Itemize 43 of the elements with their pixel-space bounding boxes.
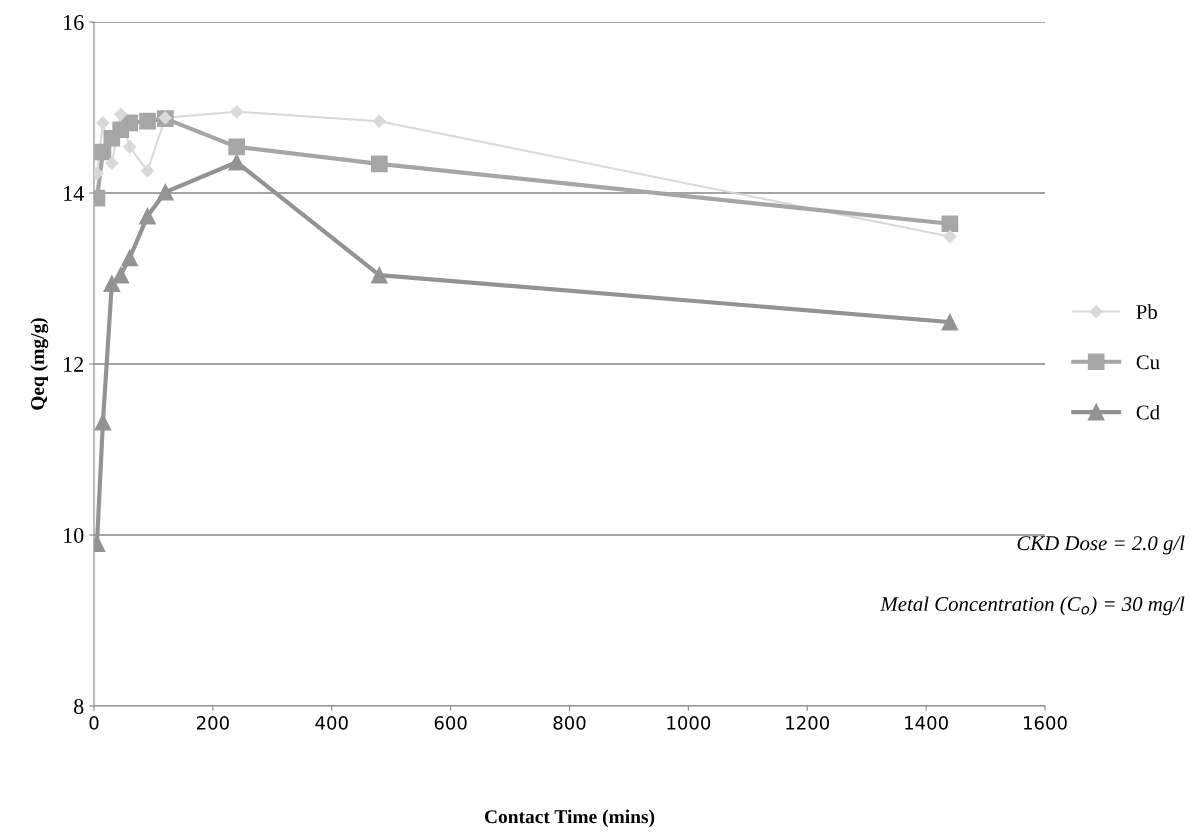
point	[121, 114, 138, 132]
point	[121, 249, 138, 267]
point	[139, 207, 156, 225]
point	[94, 413, 112, 431]
point	[103, 275, 121, 292]
point	[139, 112, 156, 130]
point	[228, 153, 245, 171]
point	[941, 215, 959, 233]
y-tick-label: 12	[64, 356, 84, 372]
point	[96, 116, 110, 130]
point	[105, 156, 119, 170]
x-tick-label: 1400	[905, 716, 948, 730]
point	[941, 313, 959, 331]
x-tick-label: 400	[315, 716, 348, 730]
point	[156, 183, 174, 201]
y-tick-label: 16	[64, 14, 84, 30]
point	[114, 107, 128, 121]
x-tick-label: 1200	[786, 716, 830, 730]
annotation: CKD Dose = 2.0 g/l	[1017, 535, 1185, 555]
point	[372, 114, 386, 128]
y-tick-label: 14	[64, 186, 84, 201]
x-axis-title: Contact Time (mins)	[484, 809, 655, 828]
x-tick-label: 800	[553, 716, 586, 730]
x-tick-label: 600	[434, 716, 467, 730]
point	[123, 140, 137, 154]
x-tick-label: 1000	[667, 716, 711, 730]
annotation: Metal Concentration (C$_{o}$) = 30 mg/l	[880, 596, 1185, 616]
legend-label: Pb	[1136, 304, 1157, 320]
point	[228, 138, 245, 156]
point	[112, 266, 130, 284]
point	[230, 105, 244, 119]
x-tick-label: 200	[196, 716, 229, 730]
legend-label: Cu	[1136, 355, 1160, 370]
legend-label: Cd	[1136, 404, 1160, 420]
y-tick-label: 8	[74, 698, 84, 714]
x-tick-label: 1600	[1024, 716, 1067, 730]
point	[140, 164, 155, 178]
point	[370, 266, 388, 284]
point	[943, 230, 957, 244]
y-axis-title: Qeq (mg/g)	[30, 318, 49, 410]
y-tick-label: 10	[64, 527, 84, 543]
point	[370, 155, 388, 173]
x-tick-label: 0	[89, 716, 99, 730]
